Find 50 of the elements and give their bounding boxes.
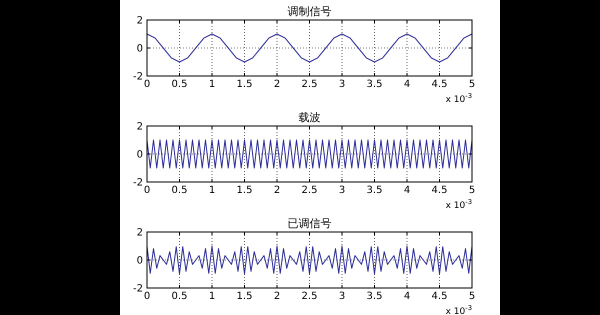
line-series xyxy=(146,34,472,62)
y-tick-label: -2 xyxy=(133,178,143,188)
x-tick-label: 0 xyxy=(144,185,150,196)
x-tick-label: 2.5 xyxy=(302,291,318,302)
x-tick-label: 4.5 xyxy=(432,185,448,196)
x-tick-label: 4 xyxy=(404,185,410,196)
y-tick-label: 2 xyxy=(136,122,143,132)
chart-title: 调制信号 xyxy=(288,5,332,18)
y-tick-label: 2 xyxy=(136,16,143,26)
x-tick-label: 0 xyxy=(144,291,150,302)
line-series xyxy=(146,246,472,274)
x-tick-label: 4 xyxy=(404,291,410,302)
x-tick-label: 1 xyxy=(208,185,216,196)
x-tick-label: 4.5 xyxy=(432,291,448,302)
x-tick-label: 4.5 xyxy=(432,79,448,90)
x-tick-label: 1 xyxy=(208,291,216,302)
x-tick-label: 0 xyxy=(144,79,150,90)
x-tick-label: 2 xyxy=(274,79,280,90)
x-tick-label: 0.5 xyxy=(172,185,188,196)
y-tick-label: 0 xyxy=(136,256,143,266)
x-tick-label: 3.5 xyxy=(366,185,382,196)
x-tick-label: 0.5 xyxy=(172,291,188,302)
y-tick-label: -2 xyxy=(133,72,143,82)
x-tick-label: 2 xyxy=(274,291,280,302)
x-tick-label: 1.5 xyxy=(236,185,252,196)
x-tick-label: 3 xyxy=(338,291,346,302)
y-tick-label: -2 xyxy=(133,284,143,294)
chart-title: 载波 xyxy=(298,111,320,124)
x-tick-label: 1.5 xyxy=(236,291,252,302)
x-tick-label: 5 xyxy=(468,185,476,196)
x-tick-label: 2.5 xyxy=(302,185,318,196)
y-tick-label: 0 xyxy=(136,150,143,160)
x-tick-label: 3.5 xyxy=(366,291,382,302)
x-tick-label: 5 xyxy=(468,79,476,90)
x-tick-label: 2 xyxy=(274,185,280,196)
x-tick-label: 2.5 xyxy=(302,79,318,90)
chart-title: 已调信号 xyxy=(288,217,332,230)
text: x 10$^{-3}$ xyxy=(446,198,472,211)
text: x 10$^{-3}$ xyxy=(446,92,472,105)
x-tick-label: 3 xyxy=(338,79,346,90)
x-tick-label: 3 xyxy=(338,185,346,196)
text: x 10$^{-3}$ xyxy=(446,304,472,315)
x-tick-label: 4 xyxy=(404,79,410,90)
y-tick-label: 0 xyxy=(136,44,143,54)
x-tick-label: 3.5 xyxy=(366,79,382,90)
x-tick-label: 0.5 xyxy=(172,79,188,90)
x-tick-label: 1.5 xyxy=(236,79,252,90)
x-tick-label: 5 xyxy=(468,291,476,302)
x-tick-label: 1 xyxy=(208,79,216,90)
y-tick-label: 2 xyxy=(136,228,143,238)
